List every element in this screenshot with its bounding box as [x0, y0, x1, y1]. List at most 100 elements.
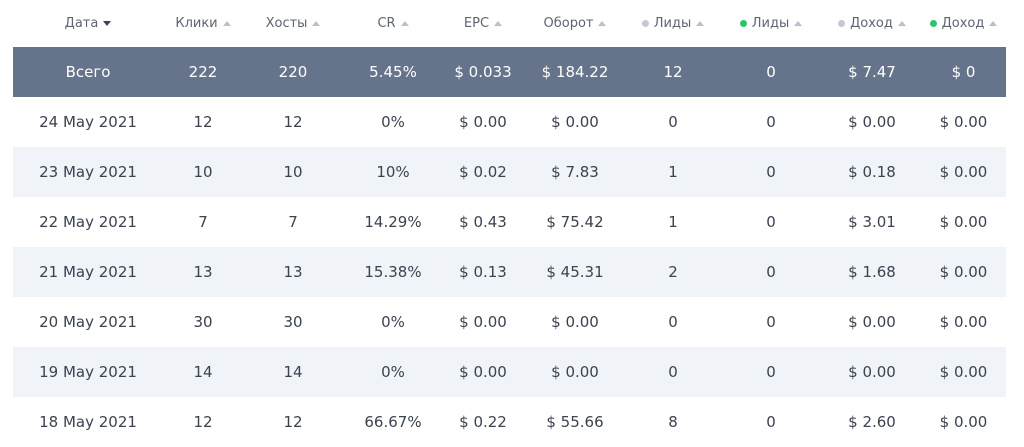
cell-epc: $ 0.02 [459, 163, 507, 181]
total-epc: $ 0.033 [454, 63, 512, 81]
cell-cr: 15.38% [364, 263, 422, 281]
header-epc[interactable]: EPC [443, 16, 523, 31]
cell-clicks: 30 [193, 313, 213, 331]
cell-cr: 0% [381, 363, 405, 381]
cell-income-approved: $ 0.00 [939, 113, 988, 131]
table-row: 18 May 2021 12 12 66.67% $ 0.22 $ 55.66 8 0 $ 2.… [13, 397, 1006, 447]
cell-epc: $ 0.00 [459, 313, 507, 331]
cell-turnover: $ 0.00 [551, 113, 599, 131]
total-leads-pending: 12 [663, 63, 683, 81]
header-cr[interactable]: CR [343, 16, 443, 31]
cell-leads-approved: 0 [766, 413, 776, 431]
cell-clicks: 14 [193, 363, 213, 381]
sort-icon [494, 21, 503, 26]
cell-hosts: 10 [283, 163, 303, 181]
header-label: Доход [850, 16, 893, 31]
cell-clicks: 12 [193, 413, 213, 431]
sort-icon [897, 21, 906, 26]
cell-hosts: 13 [283, 263, 303, 281]
cell-turnover: $ 55.66 [546, 413, 604, 431]
cell-income-pending: $ 1.68 [848, 263, 896, 281]
cell-income-pending: $ 2.60 [848, 413, 896, 431]
cell-date: 18 May 2021 [39, 413, 137, 431]
header-label: Дата [64, 16, 99, 31]
cell-cr: 66.67% [364, 413, 422, 431]
cell-epc: $ 0.00 [459, 363, 507, 381]
cell-income-approved: $ 0.00 [939, 163, 988, 181]
header-turnover[interactable]: Оборот [523, 16, 627, 31]
cell-epc: $ 0.22 [459, 413, 507, 431]
total-income-approved: $ 0 [951, 63, 976, 81]
cell-leads-pending: 0 [668, 363, 678, 381]
cell-leads-approved: 0 [766, 213, 776, 231]
cell-leads-approved: 0 [766, 163, 776, 181]
table-body: 24 May 2021 12 12 0% $ 0.00 $ 0.00 0 0 $ 0.00 $ 0… [13, 97, 1006, 447]
cell-cr: 0% [381, 113, 405, 131]
cell-income-approved: $ 0.00 [939, 213, 988, 231]
header-income-pending[interactable]: Доход [823, 16, 921, 31]
cell-leads-pending: 0 [668, 113, 678, 131]
header-label: Лиды [653, 16, 692, 31]
cell-turnover: $ 7.83 [551, 163, 599, 181]
header-date[interactable]: Дата [13, 16, 163, 31]
cell-leads-approved: 0 [766, 263, 776, 281]
total-income-pending: $ 7.47 [848, 63, 896, 81]
cell-turnover: $ 0.00 [551, 313, 599, 331]
stats-table: Дата Клики Хосты CR EPC Оборот Лиды [13, 0, 1006, 447]
cell-income-pending: $ 0.00 [848, 113, 896, 131]
cell-income-approved: $ 0.00 [939, 313, 988, 331]
total-clicks: 222 [188, 63, 218, 81]
header-income-approved[interactable]: Доход [921, 16, 1006, 31]
sort-desc-icon [103, 21, 112, 26]
cell-leads-approved: 0 [766, 363, 776, 381]
total-leads-approved: 0 [766, 63, 776, 81]
cell-date: 24 May 2021 [39, 113, 137, 131]
cell-leads-approved: 0 [766, 313, 776, 331]
cell-hosts: 12 [283, 113, 303, 131]
cell-hosts: 12 [283, 413, 303, 431]
header-leads-approved[interactable]: Лиды [719, 16, 823, 31]
total-turnover: $ 184.22 [541, 63, 609, 81]
status-dot-icon [929, 20, 937, 27]
cell-cr: 14.29% [364, 213, 422, 231]
header-hosts[interactable]: Хосты [243, 16, 343, 31]
sort-icon [696, 21, 705, 26]
cell-hosts: 30 [283, 313, 303, 331]
cell-clicks: 12 [193, 113, 213, 131]
cell-date: 19 May 2021 [39, 363, 137, 381]
cell-leads-pending: 1 [668, 213, 678, 231]
header-label: Клики [175, 16, 218, 31]
header-label: Доход [941, 16, 985, 31]
header-label: Оборот [543, 16, 594, 31]
sort-icon [400, 21, 409, 26]
cell-clicks: 13 [193, 263, 213, 281]
cell-date: 22 May 2021 [39, 213, 137, 231]
sort-icon [989, 21, 998, 26]
cell-income-pending: $ 0.00 [848, 313, 896, 331]
cell-hosts: 14 [283, 363, 303, 381]
cell-leads-pending: 2 [668, 263, 678, 281]
sort-icon [222, 21, 231, 26]
sort-icon [598, 21, 607, 26]
header-label: Хосты [265, 16, 308, 31]
status-dot-icon [641, 20, 649, 27]
cell-leads-pending: 0 [668, 313, 678, 331]
status-dot-icon [739, 20, 747, 27]
sort-icon [312, 21, 321, 26]
cell-income-approved: $ 0.00 [939, 263, 988, 281]
total-row: Всего 222 220 5.45% $ 0.033 $ 184.22 12 … [13, 47, 1006, 97]
table-row: 21 May 2021 13 13 15.38% $ 0.13 $ 45.31 2 0 $ 1.… [13, 247, 1006, 297]
cell-epc: $ 0.00 [459, 113, 507, 131]
table-row: 19 May 2021 14 14 0% $ 0.00 $ 0.00 0 0 $ 0.00 $ 0… [13, 347, 1006, 397]
cell-income-pending: $ 3.01 [848, 213, 896, 231]
total-label: Всего [65, 63, 111, 81]
cell-turnover: $ 45.31 [546, 263, 604, 281]
header-clicks[interactable]: Клики [163, 16, 243, 31]
table-header: Дата Клики Хосты CR EPC Оборот Лиды [13, 0, 1006, 47]
table-row: 23 May 2021 10 10 10% $ 0.02 $ 7.83 1 0 $ 0.18 $ … [13, 147, 1006, 197]
cell-epc: $ 0.43 [459, 213, 507, 231]
header-leads-pending[interactable]: Лиды [627, 16, 719, 31]
header-label: CR [377, 16, 396, 31]
cell-clicks: 7 [198, 213, 208, 231]
cell-turnover: $ 0.00 [551, 363, 599, 381]
